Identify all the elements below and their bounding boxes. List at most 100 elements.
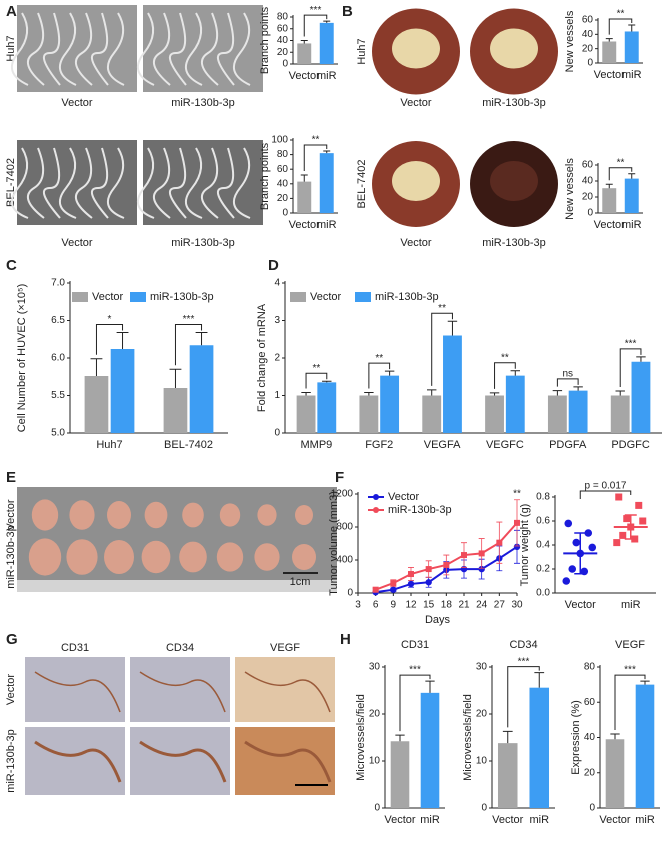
sig-label: *** xyxy=(409,665,421,676)
col-label: miR-130b-3p xyxy=(171,237,235,249)
error-bar xyxy=(427,389,437,396)
x-tick-label: 15 xyxy=(423,600,435,611)
panel-letter: B xyxy=(342,3,353,20)
tube-network xyxy=(74,147,93,219)
y-tick-label: 0 xyxy=(481,803,487,814)
marker xyxy=(514,519,520,526)
y-tick-label: 60 xyxy=(277,23,289,34)
sig-bracket xyxy=(431,312,453,386)
y-tick-label: 60 xyxy=(582,160,594,171)
sig-bracket xyxy=(95,324,124,355)
tumor xyxy=(69,500,95,530)
tube-network xyxy=(168,147,187,219)
sig-bracket xyxy=(303,144,328,172)
marker xyxy=(619,531,627,539)
marker xyxy=(562,577,571,585)
ihc-image xyxy=(25,657,125,722)
bar xyxy=(497,743,518,808)
tube-network xyxy=(42,12,61,86)
y-tick-label: 60 xyxy=(582,15,594,26)
error-bar xyxy=(323,150,331,154)
error-bar xyxy=(384,370,395,376)
x-tick-label: BEL-7402 xyxy=(164,439,213,451)
sig-bracket xyxy=(614,674,646,730)
marker xyxy=(639,517,647,525)
bar xyxy=(443,335,462,433)
tube-network xyxy=(168,12,187,86)
tube-network xyxy=(216,147,235,219)
y-tick-label: 60 xyxy=(584,697,596,708)
panel-letter: A xyxy=(6,3,17,20)
error-bar xyxy=(574,532,587,575)
col-label: miR-130b-3p xyxy=(171,97,235,109)
marker xyxy=(613,539,621,547)
bar xyxy=(189,345,214,433)
x-tick-label: Vector xyxy=(384,814,416,826)
error-bar xyxy=(323,20,331,23)
bar xyxy=(163,388,188,433)
x-tick-label: miR xyxy=(529,814,549,826)
y-tick-label: 0 xyxy=(347,588,353,599)
y-axis-label: Tumor volume (mm3) xyxy=(328,491,340,596)
stain xyxy=(244,740,332,783)
y-tick-label: 0.8 xyxy=(536,492,550,503)
marker xyxy=(372,586,379,593)
col-label: VEGF xyxy=(270,642,300,654)
panel-letter: E xyxy=(6,469,16,486)
error-bar xyxy=(90,358,103,376)
row-label: Vector xyxy=(5,674,17,706)
y-tick-label: 20 xyxy=(277,47,289,58)
micrograph xyxy=(17,5,137,92)
y-tick-label: 0.4 xyxy=(536,540,550,551)
y-tick-label: 40 xyxy=(582,176,594,187)
y-tick-label: 80 xyxy=(584,662,596,673)
y-tick-label: 60 xyxy=(277,164,289,175)
legend-swatch xyxy=(355,292,371,302)
marker xyxy=(513,543,521,550)
bar xyxy=(380,375,400,433)
error-bar xyxy=(169,368,182,388)
error-bar xyxy=(322,380,332,383)
row-label: BEL-7402 xyxy=(356,160,368,209)
y-tick-label: 100 xyxy=(271,135,288,146)
bar xyxy=(319,153,334,213)
marker xyxy=(564,519,573,528)
tube-network xyxy=(26,12,45,86)
marker xyxy=(572,538,581,547)
x-tick-label: Vector xyxy=(289,70,321,82)
sig-bracket xyxy=(579,490,632,499)
y-tick-label: 20 xyxy=(369,709,381,720)
tube-network xyxy=(136,12,155,86)
tumor xyxy=(254,543,280,571)
y-tick-label: 30 xyxy=(369,662,381,673)
tumor-photo xyxy=(17,487,337,592)
bar xyxy=(610,395,630,433)
x-tick-label: 9 xyxy=(391,600,397,611)
y-tick-label: 0 xyxy=(282,59,288,70)
tube-network xyxy=(232,147,251,219)
row-label: BEL-7402 xyxy=(5,158,17,207)
panel-letter: C xyxy=(6,257,17,274)
y-tick-label: 0 xyxy=(274,428,280,439)
cam-center xyxy=(392,161,440,201)
sig-label: *** xyxy=(624,665,636,676)
panel-letter: D xyxy=(268,257,279,274)
error-bar xyxy=(116,332,129,349)
y-tick-label: 80 xyxy=(277,149,289,160)
panel-letter: G xyxy=(6,631,18,648)
x-tick-label: Huh7 xyxy=(96,439,122,451)
x-tick-label: 6 xyxy=(373,600,379,611)
y-tick-label: 0.0 xyxy=(536,588,550,599)
x-tick-label: miR xyxy=(317,219,337,231)
error-bar xyxy=(364,392,374,396)
tumor xyxy=(179,541,207,573)
y-tick-label: 5.0 xyxy=(51,428,65,439)
y-axis-label: Cell Number of HUVEC (×10⁵) xyxy=(16,284,28,433)
stain xyxy=(139,671,226,713)
y-tick-label: 5.5 xyxy=(51,390,65,401)
sig-label: ** xyxy=(617,157,625,168)
x-tick-label: Vector xyxy=(289,219,321,231)
y-tick-label: 0.6 xyxy=(536,516,550,527)
tumor xyxy=(107,501,131,529)
